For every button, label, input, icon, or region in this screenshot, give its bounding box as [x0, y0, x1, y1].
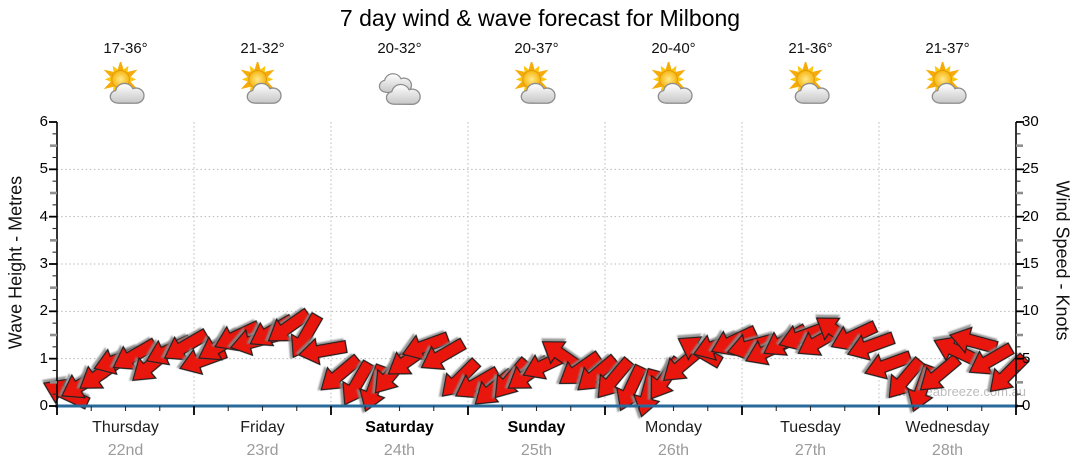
wind-barb: [267, 307, 313, 342]
wind-barb: [948, 326, 999, 355]
day-temp: 20-40°: [651, 40, 696, 57]
cloud-icon: [109, 82, 145, 104]
day-temp: 17-36°: [103, 40, 148, 57]
wind-barb: [297, 337, 348, 366]
weather-icon-clouds: [374, 62, 426, 114]
cloud-icon: [657, 82, 693, 104]
wind-barb: [888, 355, 926, 399]
cloud-icon: [520, 82, 556, 104]
day-name: Sunday: [507, 419, 566, 436]
sun-icon: [651, 59, 685, 99]
day-date: 25th: [520, 442, 553, 459]
day-temp: 21-37°: [925, 40, 970, 57]
day-date: 28th: [931, 442, 964, 459]
wind-barbs: [42, 307, 1030, 418]
day-name: Friday: [240, 419, 285, 436]
day-temp: 20-37°: [514, 40, 559, 57]
wind-barb: [112, 337, 159, 371]
wind-barb: [933, 335, 982, 368]
page-title: 7 day wind & wave forecast for Milbong: [339, 5, 741, 31]
right-axis-tick-label: 5: [1022, 349, 1031, 367]
wind-barb: [577, 353, 620, 391]
cloud-front-icon: [385, 83, 421, 105]
day-temp: 20-32°: [377, 40, 422, 57]
right-axis-tick-label: 0: [1022, 397, 1031, 414]
right-axis-tick-label: 10: [1022, 302, 1039, 320]
left-axis-tick-label: 1: [39, 349, 48, 367]
day-date: 24th: [383, 442, 416, 459]
weather-icon-sun-cloud: [237, 59, 289, 114]
wind-barb: [919, 353, 963, 391]
day-date: 22nd: [107, 442, 144, 459]
wind-barb: [454, 365, 502, 399]
weather-icon-sun-cloud: [648, 59, 700, 114]
day-name: Wednesday: [905, 419, 990, 436]
wind-barb: [863, 350, 914, 380]
left-axis-tick-label: 2: [39, 302, 48, 320]
right-axis-title: Wind Speed - Knots: [1052, 180, 1073, 341]
cloud-icon: [794, 82, 830, 104]
day-temp: 21-32°: [240, 40, 285, 57]
cloud-icon: [246, 82, 282, 104]
weather-icon-sun-cloud: [511, 59, 563, 114]
day-temp: 21-36°: [788, 40, 833, 57]
day-name: Monday: [645, 419, 702, 436]
wind-barb: [968, 342, 1015, 375]
left-axis-tick-label: 5: [39, 160, 48, 178]
wind-barb: [726, 333, 777, 361]
day-name: Thursday: [92, 419, 159, 436]
day-date: 23rd: [246, 442, 279, 459]
left-axis-tick-label: 3: [39, 255, 48, 272]
right-axis-tick-label: 25: [1022, 160, 1039, 178]
wind-barb: [558, 350, 604, 385]
cloud-icon: [385, 83, 421, 105]
right-axis-tick-label: 30: [1022, 113, 1039, 130]
wind-barb: [778, 321, 828, 352]
day-name: Tuesday: [780, 419, 841, 436]
left-axis-tick-label: 4: [39, 207, 48, 225]
cloud-icon: [931, 82, 967, 104]
day-name: Saturday: [365, 419, 434, 436]
wind-barb: [597, 355, 635, 399]
day-date: 27th: [794, 442, 827, 459]
wind-barb: [320, 353, 363, 391]
right-axis-tick-label: 20: [1022, 207, 1039, 225]
day-date: 26th: [657, 442, 690, 459]
wind-barb: [420, 337, 467, 371]
wind-barb: [846, 331, 896, 361]
weather-icon-sun-cloud: [785, 59, 837, 114]
left-axis-tick-label: 6: [39, 113, 48, 130]
wind-barb: [830, 320, 879, 352]
weather-icon-sun-cloud: [922, 59, 974, 114]
wind-barb: [401, 331, 451, 361]
right-axis-tick-label: 15: [1022, 255, 1039, 272]
axes: [49, 121, 1024, 415]
wind-barb: [163, 327, 211, 361]
left-axis-tick-label: 0: [39, 397, 48, 414]
weather-icon-sun-cloud: [100, 59, 152, 114]
